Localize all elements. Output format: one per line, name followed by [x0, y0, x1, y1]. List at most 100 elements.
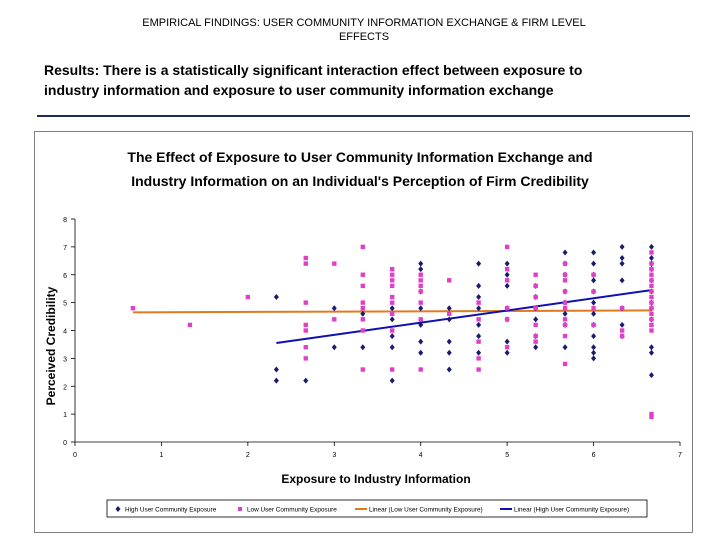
low-exposure-point	[418, 300, 423, 305]
high-exposure-point	[591, 344, 597, 351]
high-exposure-point	[504, 260, 510, 267]
x-tick-label: 4	[419, 452, 423, 459]
low-exposure-point	[562, 289, 568, 294]
high-exposure-point	[648, 243, 654, 250]
low-exposure-point	[562, 300, 568, 305]
high-exposure-point	[476, 349, 482, 356]
low-exposure-point	[591, 306, 596, 311]
low-exposure-point	[303, 322, 308, 328]
high-exposure-point	[591, 299, 597, 306]
low-exposure-point	[649, 266, 654, 272]
low-exposure-point	[649, 289, 654, 294]
low-exposure-point	[562, 317, 568, 322]
low-exposure-point	[476, 339, 481, 344]
low-exposure-point	[533, 306, 538, 311]
low-exposure-point	[187, 322, 193, 328]
data-points	[130, 243, 654, 420]
slide-title: EMPIRICAL FINDINGS: USER COMMUNITY INFOR…	[0, 16, 728, 44]
high-exposure-point	[446, 305, 452, 312]
legend-low-exposure-label: Low User Community Exposure	[247, 507, 337, 514]
low-exposure-point	[389, 328, 395, 333]
high-exposure-point	[273, 366, 279, 373]
high-exposure-point	[446, 316, 452, 323]
high-exposure-point	[562, 310, 568, 317]
legend-high-exposure-marker	[115, 506, 121, 512]
y-tick-label: 3	[63, 356, 67, 363]
low-exposure-point	[303, 328, 308, 333]
low-exposure-point	[649, 283, 654, 289]
high-exposure-point	[504, 338, 510, 345]
low-exposure-point	[476, 300, 481, 305]
high-exposure-point	[476, 260, 482, 267]
legend-high-trend-label: Linear (High User Community Exposure)	[514, 507, 629, 514]
low-exposure-point	[562, 361, 568, 367]
high-exposure-point	[504, 282, 510, 289]
y-tick-label: 2	[63, 384, 67, 391]
high-exposure-point	[504, 349, 510, 356]
low-exposure-point	[504, 317, 510, 322]
low-exposure-point	[649, 322, 654, 328]
x-tick-label: 2	[246, 452, 250, 459]
trendlines	[132, 289, 652, 345]
x-tick-label: 5	[505, 452, 509, 459]
low-exposure-point	[418, 289, 423, 294]
low-exposure-point	[418, 317, 423, 322]
high-exposure-point	[533, 316, 539, 323]
high-exposure-point	[303, 377, 309, 384]
high-exposure-point	[591, 310, 597, 317]
x-tick-label: 1	[159, 452, 163, 459]
low-exposure-point	[130, 306, 136, 311]
high-exposure-point	[619, 255, 625, 262]
low-exposure-point	[303, 255, 308, 261]
low-exposure-point	[360, 306, 366, 311]
high-exposure-point	[446, 349, 452, 356]
y-tick-label: 0	[63, 440, 67, 447]
high-exposure-point	[418, 338, 424, 345]
high-exposure-point	[360, 310, 366, 317]
y-tick-label: 7	[63, 245, 67, 252]
slide-title-line-2: EFFECTS	[338, 31, 390, 43]
low-exposure-point	[418, 367, 423, 372]
legend-box	[106, 499, 648, 518]
high-exposure-point	[389, 344, 395, 351]
low-exposure-point	[504, 345, 510, 350]
low-exposure-point	[504, 306, 510, 311]
low-exposure-point	[389, 278, 395, 283]
legend-low-exposure-marker	[238, 507, 242, 511]
low-exposure-point	[562, 322, 568, 328]
low-exposure-point	[360, 300, 366, 305]
low-exposure-point	[476, 317, 481, 322]
low-exposure-point	[360, 367, 366, 372]
low-exposure-point	[533, 333, 538, 339]
high-exposure-point	[619, 243, 625, 250]
high-exposure-point	[591, 260, 597, 267]
slide-title-line-1: EMPIRICAL FINDINGS: USER COMMUNITY INFOR…	[142, 17, 586, 29]
low-exposure-point	[562, 272, 568, 277]
low-exposure-point	[619, 328, 625, 333]
high-exposure-point	[533, 344, 539, 351]
high-exposure-point	[389, 333, 395, 340]
low-exposure-point	[562, 333, 568, 339]
low-exposure-point	[245, 294, 251, 300]
low-exposure-point	[447, 311, 452, 316]
y-tick-label: 4	[63, 329, 67, 336]
low-exposure-point	[447, 278, 452, 283]
high-exposure-point	[389, 305, 395, 312]
low-exposure-point	[649, 411, 654, 417]
low-exposure-point	[533, 339, 538, 344]
low-exposure-point	[533, 272, 538, 277]
low-exposure-point	[562, 306, 568, 311]
low-exposure-point	[332, 317, 337, 322]
high-exposure-point	[446, 366, 452, 373]
low-exposure-point	[389, 294, 395, 300]
divider-rule	[37, 115, 690, 117]
low-exposure-point	[389, 300, 395, 305]
high-exposure-point	[619, 321, 625, 328]
x-tick-label: 3	[332, 452, 336, 459]
low-exposure-point	[389, 266, 395, 272]
low-exposure-point	[619, 333, 625, 339]
results-headline-line-2: industry information and exposure to use…	[44, 82, 554, 98]
low-exposure-point	[389, 367, 395, 372]
low-exposure-point	[504, 278, 510, 283]
